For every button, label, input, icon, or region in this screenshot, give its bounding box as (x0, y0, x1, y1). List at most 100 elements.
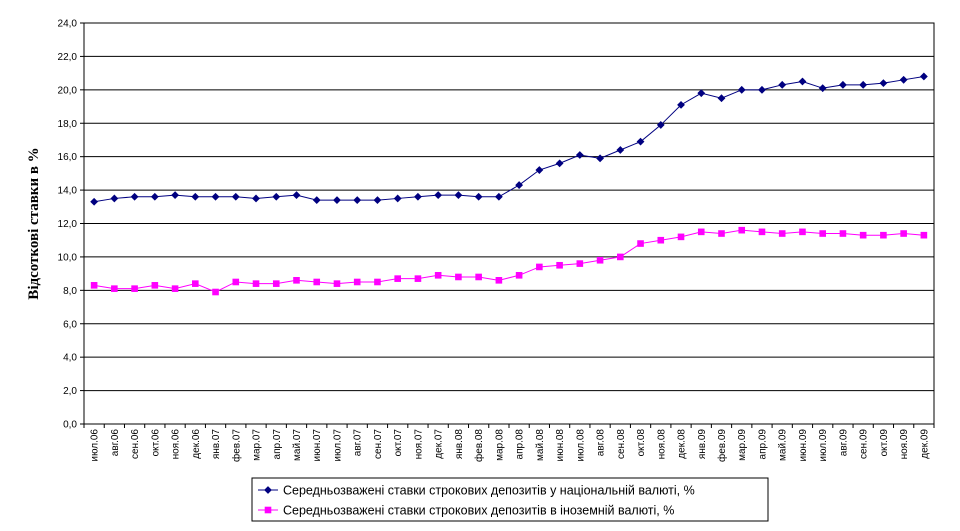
data-point (252, 280, 260, 287)
data-point (677, 100, 685, 109)
x-tick-label: дек.09 (919, 429, 930, 459)
data-point (353, 196, 362, 205)
data-point (718, 230, 725, 237)
data-point (798, 77, 807, 86)
data-point (899, 75, 908, 84)
data-point (353, 278, 361, 286)
data-point (535, 166, 544, 174)
x-tick-label: мар.08 (494, 429, 505, 461)
x-tick-label: июн.09 (798, 429, 809, 462)
y-tick-label: 22,0 (58, 52, 78, 63)
x-tick-label: окт.08 (636, 429, 647, 457)
x-tick-label: окт.09 (879, 429, 890, 457)
data-point (455, 273, 462, 281)
data-point (555, 159, 564, 168)
y-tick-label: 12,0 (58, 219, 78, 230)
x-tick-label: авг.09 (838, 429, 849, 457)
x-tick-label: июл.07 (332, 429, 343, 462)
series-1 (90, 72, 928, 206)
legend-box (251, 477, 769, 522)
data-point (212, 288, 219, 296)
data-point (90, 282, 98, 289)
data-point (474, 192, 483, 201)
data-point (575, 151, 584, 159)
data-point (818, 84, 827, 93)
data-point (717, 94, 726, 103)
x-tick-label: дек.07 (434, 429, 445, 459)
series-layer (90, 72, 928, 296)
x-tick-label: май.09 (778, 429, 789, 461)
x-tick-label: сен.06 (130, 429, 141, 459)
data-point (637, 240, 644, 247)
data-point (414, 192, 422, 201)
data-point (879, 79, 888, 88)
legend-marker (264, 486, 272, 494)
data-point (880, 231, 887, 239)
data-point (819, 230, 826, 237)
data-point (454, 191, 463, 200)
data-point (738, 226, 746, 234)
data-point (515, 181, 524, 189)
data-point (171, 285, 179, 292)
data-point (393, 194, 402, 203)
x-tick-label: дек.06 (191, 429, 202, 459)
x-tick-label: ноя.06 (171, 429, 182, 460)
data-point (596, 154, 604, 163)
data-point (859, 80, 868, 89)
legend: Середньозважені ставки строкових депозит… (251, 477, 769, 522)
data-point (616, 146, 625, 154)
data-point (231, 192, 240, 201)
data-point (859, 231, 867, 239)
x-tick-label: янв.09 (697, 429, 708, 460)
legend-label: Середньозважені ставки строкових депозит… (283, 484, 695, 498)
x-tick-label: июл.08 (575, 429, 586, 462)
x-tick-label: мар.09 (737, 429, 748, 461)
x-tick-label: сен.07 (373, 429, 384, 459)
legend-marker (264, 506, 272, 514)
data-point (596, 256, 604, 264)
data-point (656, 121, 665, 129)
x-tick-label: май.08 (535, 429, 546, 461)
data-point (90, 197, 99, 206)
data-point (475, 273, 482, 281)
data-point (758, 228, 766, 236)
x-axis: июл.06 авг.06 сен.06 окт.06 ноя.06 дек.06 янв.… (83, 424, 935, 462)
y-axis: 0,0 2,0 4,0 6,0 8,0 10,0 12,0 14,0 16,0 18,0 20,0 2… (58, 19, 84, 431)
y-tick-label: 14,0 (58, 186, 78, 197)
x-tick-label: окт.06 (150, 429, 161, 457)
data-point (758, 85, 766, 94)
x-tick-label: ноя.07 (413, 429, 424, 460)
x-tick-label: фев.07 (230, 429, 242, 462)
data-point (211, 192, 220, 201)
legend-item: Середньозважені ставки строкових депозит… (258, 484, 695, 498)
data-point (697, 89, 706, 98)
y-axis-label: Відсоткові ставки в % (26, 147, 42, 299)
data-point (394, 275, 401, 282)
data-point (131, 285, 138, 292)
legend-item: Середньозважені ставки строкових депозит… (258, 504, 674, 518)
data-point (252, 194, 260, 203)
data-point (556, 261, 563, 269)
data-point (313, 278, 321, 286)
data-point (110, 194, 119, 203)
data-point (536, 263, 543, 271)
x-tick-label: апр.09 (757, 429, 768, 460)
data-point (434, 191, 443, 200)
data-point (900, 230, 907, 237)
data-point (272, 280, 280, 287)
data-point (778, 80, 787, 89)
data-point (434, 271, 442, 279)
y-tick-label: 6,0 (63, 319, 77, 330)
data-point (920, 231, 928, 239)
x-tick-label: июл.09 (818, 429, 829, 462)
x-tick-label: май.07 (292, 429, 303, 461)
data-point (737, 85, 746, 94)
data-point (494, 192, 503, 201)
data-point (272, 192, 281, 201)
data-point (292, 191, 301, 200)
y-tick-label: 10,0 (58, 252, 78, 263)
x-tick-label: апр.07 (272, 429, 283, 460)
series-line (94, 75, 924, 203)
data-point (515, 271, 523, 279)
